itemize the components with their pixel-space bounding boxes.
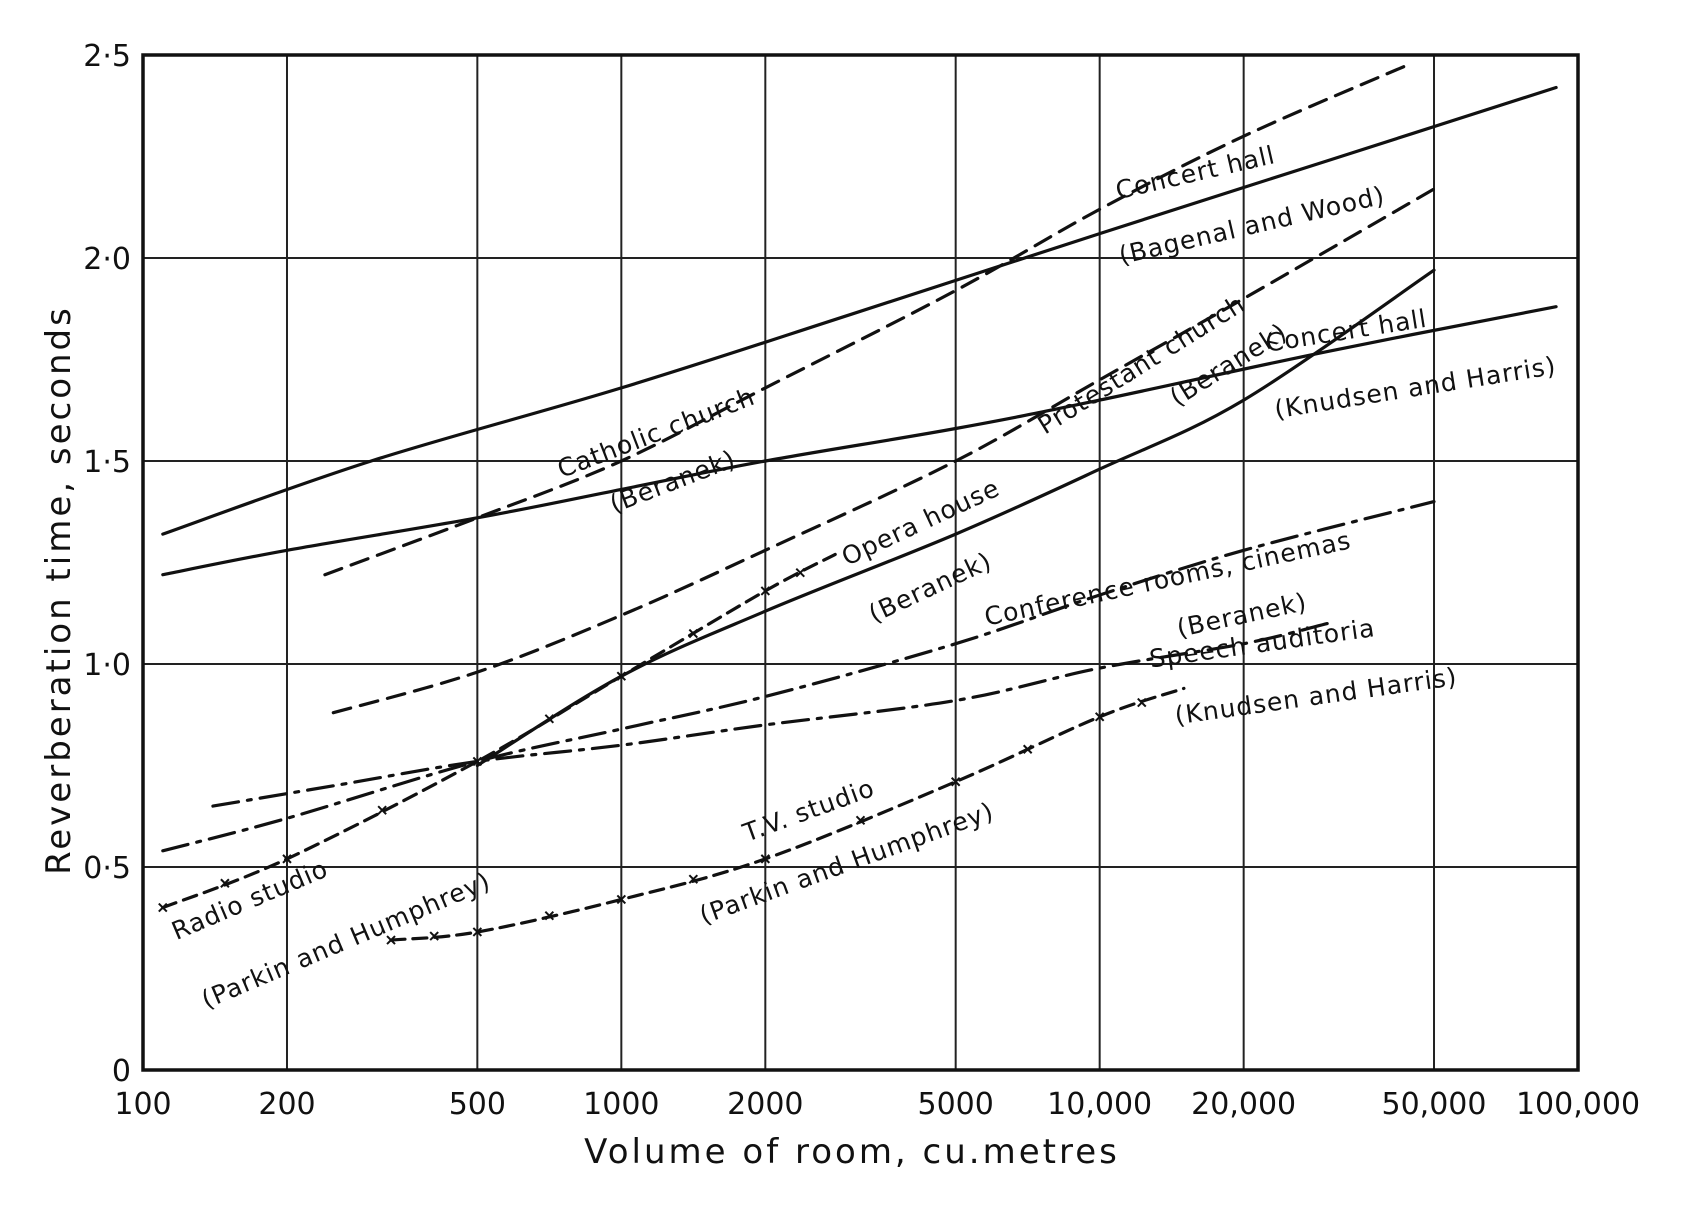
x-marker (950, 777, 961, 787)
y-tick-label: 0 (112, 1054, 131, 1089)
curve-annotation: Concert hall (1264, 304, 1429, 358)
y-axis-label: Reverberation time, seconds (39, 305, 79, 875)
x-marker (429, 931, 439, 941)
series-line (331, 187, 1436, 715)
y-tick-label: 2·0 (83, 242, 131, 277)
x-marker (282, 854, 292, 864)
x-tick-label: 500 (449, 1087, 506, 1122)
x-marker (472, 927, 483, 937)
x-marker (688, 874, 699, 884)
y-tick-label: 1·0 (83, 648, 131, 683)
x-tick-label: 20,000 (1191, 1087, 1296, 1122)
x-marker (544, 911, 555, 921)
plot-frame (141, 53, 1580, 1072)
x-tick-label: 2000 (727, 1087, 803, 1122)
x-marker (688, 628, 699, 639)
x-marker (760, 586, 771, 596)
x-tick-label: 50,000 (1382, 1087, 1487, 1122)
x-marker (386, 935, 396, 945)
curve-annotation: (Knudsen and Harris) (1272, 351, 1558, 424)
x-tick-label: 100,000 (1516, 1087, 1640, 1122)
x-tick-label: 200 (258, 1087, 315, 1122)
x-marker (855, 815, 866, 826)
series-line (161, 552, 837, 910)
tick-labels: 100 200 500 1000 2000 5000 10,000 20,000 50,000 1… (83, 39, 1640, 1122)
series-line (161, 500, 1436, 853)
x-marker (1137, 697, 1147, 708)
x-marker (377, 805, 387, 815)
x-marker (1022, 744, 1033, 754)
series-line (211, 621, 1330, 808)
series-line (323, 61, 1414, 577)
x-tick-label: 5000 (917, 1087, 993, 1122)
series-line (161, 85, 1558, 536)
y-tick-label: 0·5 (83, 851, 131, 886)
curve-annotation: Concert hall (1113, 140, 1278, 205)
x-marker (616, 894, 627, 905)
curve-annotation: T.V. studio (738, 773, 878, 848)
x-tick-label: 10,000 (1047, 1087, 1152, 1122)
x-marker (158, 902, 168, 913)
curve-annotation: (Knudsen and Harris) (1173, 662, 1459, 730)
series-markers (158, 567, 805, 913)
y-tick-label: 2·5 (83, 39, 131, 74)
x-marker (616, 671, 627, 681)
curve-annotation: (Beranek) (864, 546, 996, 628)
series-layer (158, 61, 1558, 945)
x-marker (795, 567, 805, 578)
x-marker (1094, 712, 1105, 722)
y-tick-label: 1·5 (83, 445, 131, 480)
x-tick-label: 100 (114, 1087, 171, 1122)
x-marker (220, 878, 230, 888)
x-marker (760, 854, 771, 864)
series-line (161, 305, 1558, 577)
x-marker (544, 714, 555, 724)
series-markers (386, 697, 1147, 945)
x-axis-label: Volume of room, cu.metres (584, 1132, 1120, 1172)
curve-annotation: (Parkin and Humphrey) (696, 796, 998, 930)
annotations: Catholic church(Beranek)Concert hall(Bag… (167, 140, 1558, 1014)
x-tick-label: 1000 (583, 1087, 659, 1122)
